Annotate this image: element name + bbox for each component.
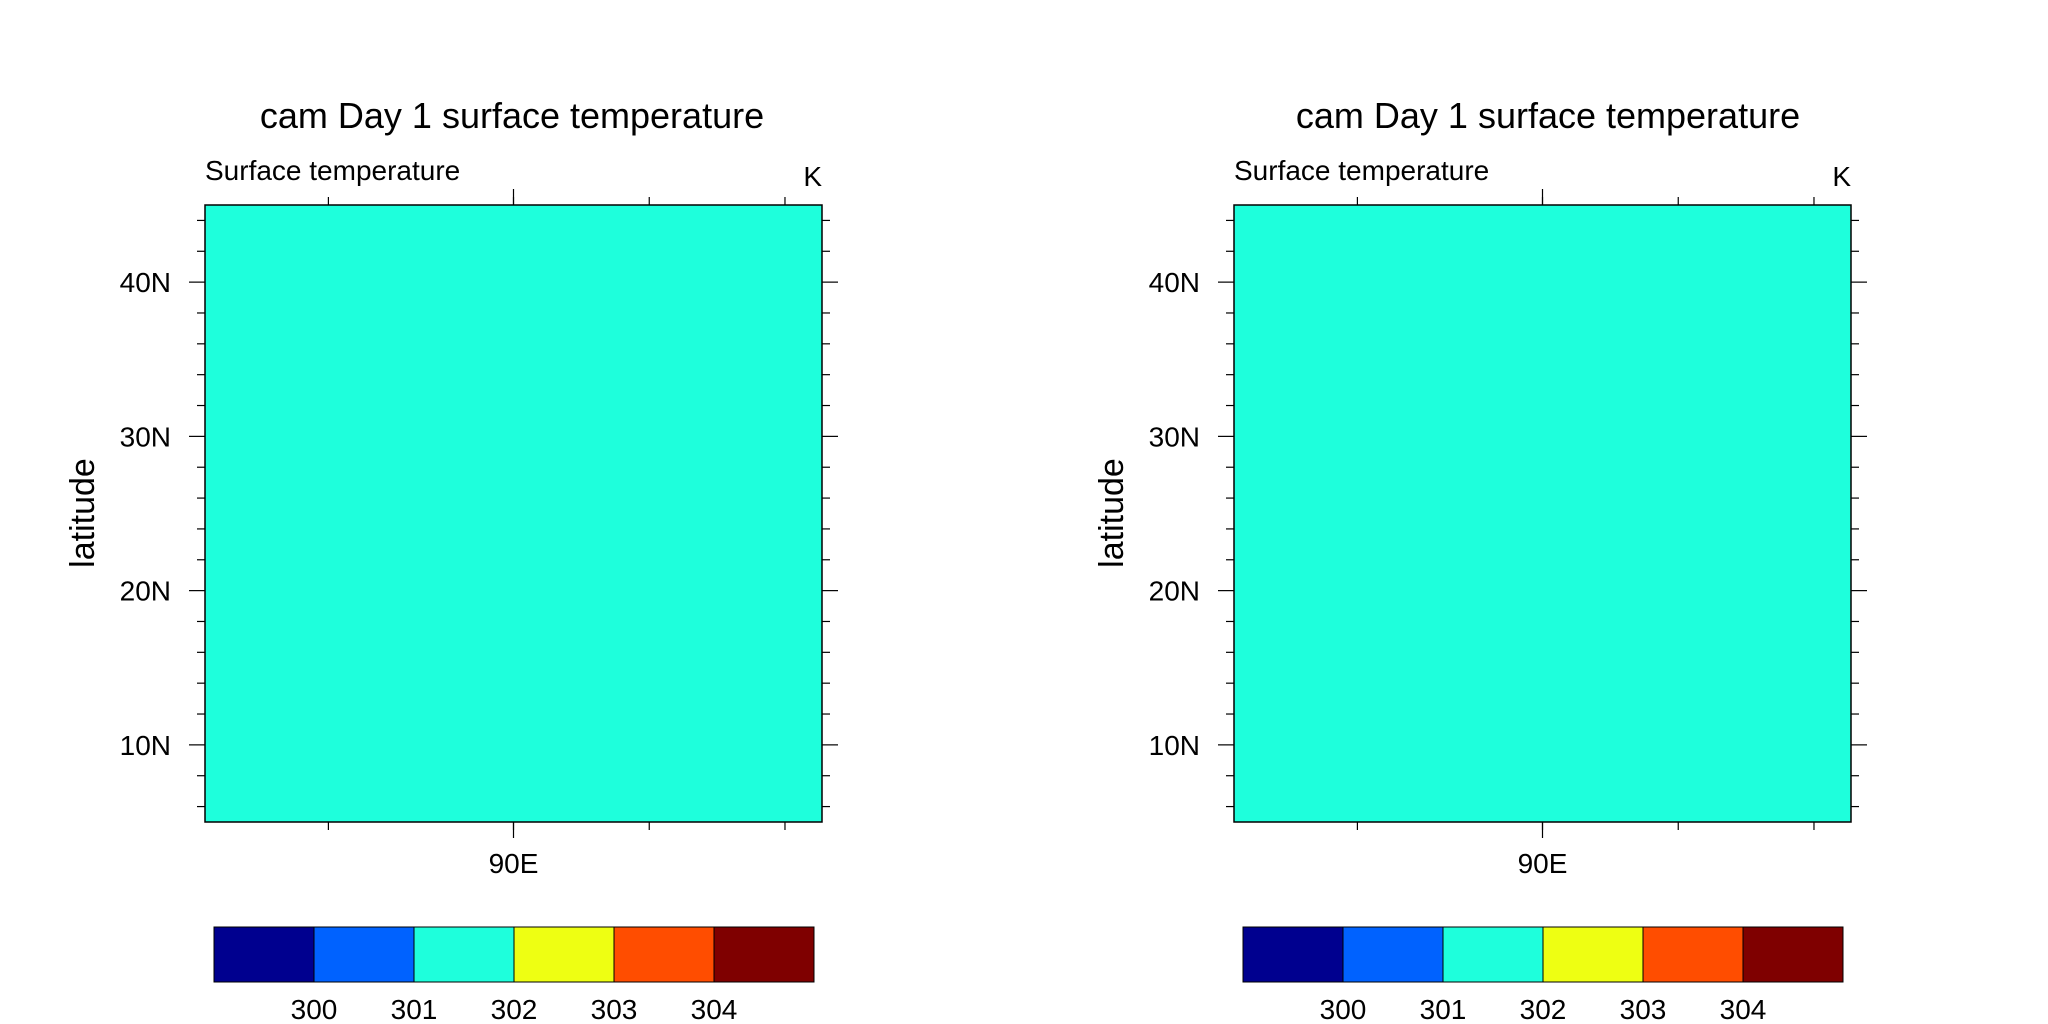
colorbar-label: 300	[291, 994, 338, 1024]
chart-title: cam Day 1 surface temperature	[1296, 95, 1800, 136]
chart-svg-left: cam Day 1 surface temperature Surface te…	[64, 95, 838, 1024]
colorbar-swatch	[1542, 926, 1644, 983]
colorbar-swatch	[213, 926, 315, 983]
temperature-field	[204, 204, 823, 823]
left-subtitle: Surface temperature	[205, 155, 460, 186]
chart-panel-right: cam Day 1 surface temperature Surface te…	[1036, 0, 2048, 1024]
x-tick-label: 90E	[489, 848, 539, 879]
chart-title: cam Day 1 surface temperature	[260, 95, 764, 136]
colorbar-swatch	[1642, 926, 1744, 983]
colorbar-swatch	[613, 926, 715, 983]
colorbar-swatch	[313, 926, 415, 983]
y-axis-label: latitude	[1093, 458, 1131, 568]
y-tick-label: 10N	[120, 730, 171, 761]
colorbar-label: 302	[1520, 994, 1567, 1024]
chart-svg-right: cam Day 1 surface temperature Surface te…	[1093, 95, 1867, 1024]
x-tick-label: 90E	[1518, 848, 1568, 879]
colorbar-label: 301	[1420, 994, 1467, 1024]
y-tick-label: 40N	[120, 267, 171, 298]
temperature-field	[1233, 204, 1852, 823]
colorbar: 300 301 302 303 304	[1242, 926, 1844, 1024]
colorbar-label: 303	[1620, 994, 1667, 1024]
y-tick-label: 40N	[1149, 267, 1200, 298]
colorbar-swatch	[1742, 926, 1844, 983]
y-tick-label: 20N	[1149, 576, 1200, 607]
colorbar-swatch	[513, 926, 615, 983]
colorbar-label: 304	[1720, 994, 1767, 1024]
colorbar-label: 302	[491, 994, 538, 1024]
y-tick-label: 20N	[120, 576, 171, 607]
colorbar-swatch	[1342, 926, 1444, 983]
colorbar-swatch	[413, 926, 515, 983]
colorbar-swatch	[713, 926, 815, 983]
colorbar-label: 304	[691, 994, 738, 1024]
chart-panel-left: cam Day 1 surface temperature Surface te…	[64, 95, 838, 1024]
colorbar-label: 303	[591, 994, 638, 1024]
colorbar: 300 301 302 303 304	[213, 926, 815, 1024]
axis-ticks: 10N 20N 30N 40N 90E	[120, 189, 838, 879]
colorbar-swatch	[1442, 926, 1544, 983]
left-subtitle: Surface temperature	[1234, 155, 1489, 186]
colorbar-label: 301	[391, 994, 438, 1024]
colorbar-swatch	[1242, 926, 1344, 983]
y-tick-label: 30N	[1149, 421, 1200, 452]
colorbar-label: 300	[1320, 994, 1367, 1024]
units-label: K	[803, 161, 822, 192]
y-tick-label: 30N	[120, 421, 171, 452]
units-label: K	[1832, 161, 1851, 192]
y-axis-label: latitude	[64, 458, 102, 568]
y-tick-label: 10N	[1149, 730, 1200, 761]
axis-ticks: 10N 20N 30N 40N 90E	[1149, 189, 1867, 879]
